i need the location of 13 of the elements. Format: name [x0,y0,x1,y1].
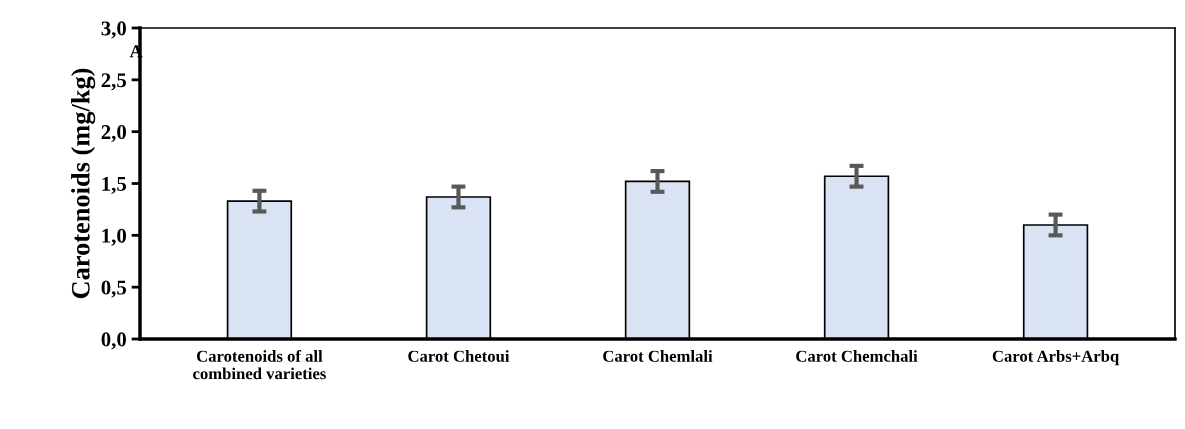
y-tick-label: 1,0 [102,228,127,246]
y-tick-label: 3,0 [101,21,127,39]
y-axis-title: Carotenoids (mg/kg) [71,68,96,299]
y-tick-label: 1,5 [102,176,127,194]
x-tick-label: Carot Arbs+Arbq [992,350,1120,366]
x-tick-label: Carot Chemchali [796,350,918,362]
y-tick-label: 2,5 [101,73,127,91]
x-tick-label: Carot Chemlali [603,350,713,362]
x-tick-label: Carot Chetoui [408,350,510,362]
y-tick-label: 0,5 [101,280,127,298]
y-tick-label: 2,0 [101,125,127,143]
y-tick-label: 0,0 [101,332,127,350]
x-tick-label: Carotenoids of all combined varieties [193,349,326,380]
